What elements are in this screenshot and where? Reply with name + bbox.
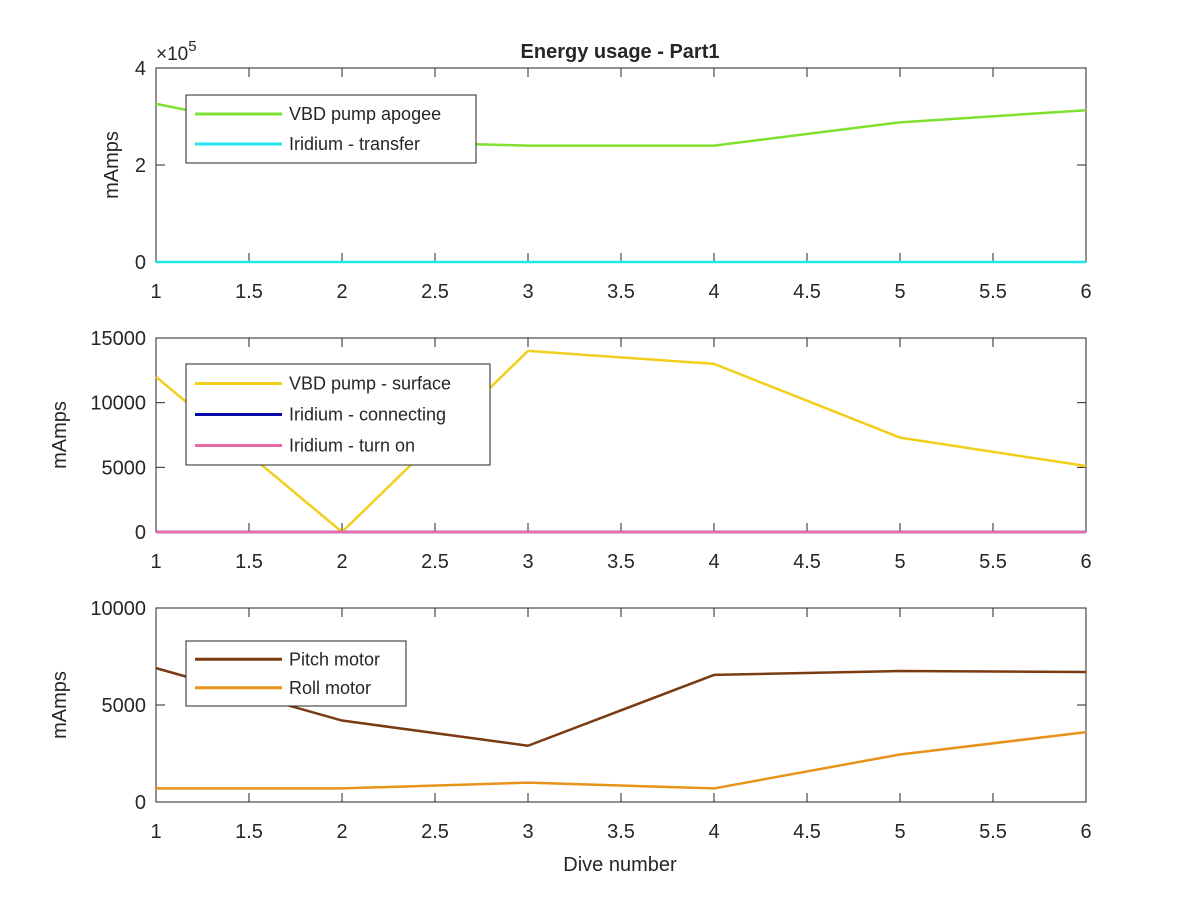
x-tick-label: 1 [150, 281, 161, 303]
legend-label: Iridium - connecting [289, 405, 446, 425]
legend-2: VBD pump - surface Iridium - connecting Ir… [185, 363, 491, 466]
x-tick-label: 2.5 [421, 281, 449, 303]
legend-box [185, 640, 407, 707]
x-tick-label: 5 [894, 551, 905, 573]
y-tick-label: 0 [135, 252, 146, 274]
x-tick-label: 4 [708, 281, 719, 303]
y-tick-label: 0 [135, 522, 146, 544]
subplot-2: 1 1.5 2 2.5 3 3.5 4 4.5 5 5.5 6 0 5000 10000 15000 mAmp… [49, 328, 1092, 573]
x-tick-label: 3.5 [607, 281, 635, 303]
y-tick-label: 15000 [90, 328, 146, 350]
x-tick-label: 1 [150, 821, 161, 843]
legend-3: Pitch motor Roll motor [185, 640, 407, 707]
legend-label: Iridium - transfer [289, 134, 420, 154]
x-tick-label: 4.5 [793, 281, 821, 303]
y-tick-label: 5000 [102, 695, 147, 717]
legend-label: Roll motor [289, 678, 371, 698]
legend-1: VBD pump apogee Iridium - transfer [185, 94, 477, 164]
x-tick-label: 4 [708, 551, 719, 573]
x-tick-label: 6 [1080, 821, 1091, 843]
x-tick-label: 4.5 [793, 551, 821, 573]
y-tick-label: 10000 [90, 393, 146, 415]
y-tick-label: 4 [135, 58, 146, 80]
y-tick-label: 2 [135, 155, 146, 177]
x-tick-label: 3.5 [607, 821, 635, 843]
figure-title: Energy usage - Part1 [521, 41, 720, 63]
x-tick-label: 1.5 [235, 281, 263, 303]
legend-label: VBD pump - surface [289, 374, 451, 394]
y-axis-label: mAmps [49, 401, 71, 469]
x-tick-label: 5.5 [979, 821, 1007, 843]
y-tick-label: 0 [135, 792, 146, 814]
x-tick-label: 2.5 [421, 821, 449, 843]
y-tick-label: 5000 [102, 457, 147, 479]
x-tick-label: 5 [894, 281, 905, 303]
x-tick-label: 3.5 [607, 551, 635, 573]
x-tick-label: 2.5 [421, 551, 449, 573]
x-tick-label: 6 [1080, 551, 1091, 573]
x-tick-label: 4.5 [793, 821, 821, 843]
legend-label: Iridium - turn on [289, 436, 415, 456]
y-axis-label: mAmps [49, 671, 71, 739]
x-tick-label: 1.5 [235, 551, 263, 573]
x-tick-label: 6 [1080, 281, 1091, 303]
x-tick-label: 3 [522, 551, 533, 573]
x-tick-label: 2 [336, 821, 347, 843]
x-tick-label: 5.5 [979, 281, 1007, 303]
series-line-vbd-pump-surface [155, 349, 1087, 534]
legend-label: Pitch motor [289, 649, 380, 669]
x-tick-label: 1.5 [235, 821, 263, 843]
y-axis-label: mAmps [101, 131, 123, 199]
x-tick-label: 1 [150, 551, 161, 573]
legend-box [185, 94, 477, 164]
x-tick-label: 4 [708, 821, 719, 843]
x-tick-label: 5.5 [979, 551, 1007, 573]
legend-label: VBD pump apogee [289, 104, 441, 124]
y-tick-label: 10000 [90, 598, 146, 620]
x-axis-label: Dive number [563, 854, 677, 876]
x-tick-label: 2 [336, 281, 347, 303]
x-tick-label: 5 [894, 821, 905, 843]
series-line-pitch-motor [155, 666, 1087, 747]
series-line-roll-motor [156, 730, 1087, 790]
x-tick-label: 3 [522, 821, 533, 843]
x-tick-label: 2 [336, 551, 347, 573]
subplot-3: 1 1.5 2 2.5 3 3.5 4 4.5 5 5.5 6 0 5000 10000 mAmps Pitc… [49, 598, 1092, 843]
x-tick-label: 3 [522, 281, 533, 303]
